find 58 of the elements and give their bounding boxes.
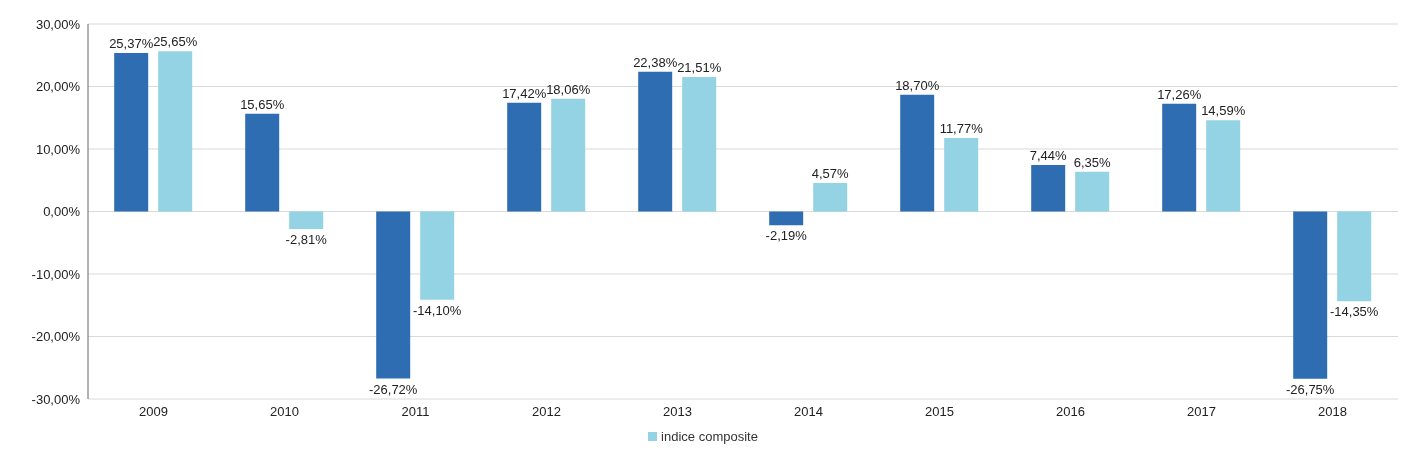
data-label: 14,59% (1201, 103, 1246, 119)
bar (1031, 165, 1066, 212)
x-tick-label: 2017 (1187, 404, 1216, 420)
x-tick-label: 2015 (925, 404, 954, 420)
y-tick-label: 10,00% (35, 141, 81, 157)
x-tick-label: 2012 (532, 404, 561, 420)
data-label: -14,10% (412, 302, 462, 318)
data-label: 4,57% (811, 165, 850, 181)
bar (1162, 103, 1197, 212)
y-tick-label: -20,00% (31, 329, 81, 345)
bar (1075, 171, 1110, 212)
data-label: 18,06% (546, 81, 591, 97)
y-tick-label: 20,00% (35, 79, 81, 95)
data-label: 18,70% (895, 77, 940, 93)
bar (638, 71, 673, 212)
y-tick-label: -30,00% (31, 391, 81, 407)
bar (944, 137, 979, 212)
data-label: 25,65% (153, 34, 198, 50)
data-label: -2,81% (285, 232, 328, 248)
bar (769, 211, 804, 226)
legend-label: indice composite (660, 429, 758, 444)
data-label: 21,51% (677, 60, 722, 76)
data-label: -14,35% (1329, 304, 1379, 320)
bar (245, 113, 280, 212)
bar (900, 94, 935, 212)
x-tick-label: 2013 (663, 404, 692, 420)
bar (1293, 211, 1328, 379)
y-tick-label: -10,00% (31, 266, 81, 282)
data-label: 17,26% (1157, 86, 1202, 102)
x-tick-label: 2016 (1056, 404, 1085, 420)
bar (376, 211, 411, 379)
bar (289, 211, 324, 230)
data-label: 11,77% (939, 120, 984, 136)
bar (813, 182, 848, 212)
bar (114, 52, 149, 212)
x-tick-label: 2011 (401, 404, 430, 420)
bar (1206, 120, 1241, 212)
y-tick-label: 30,00% (35, 16, 81, 32)
data-label: 22,38% (633, 54, 678, 70)
bar (507, 102, 542, 212)
data-label: 17,42% (502, 85, 547, 101)
x-tick-label: 2014 (794, 404, 823, 420)
data-label: 15,65% (240, 96, 285, 112)
data-label: 25,37% (109, 35, 154, 51)
data-label: 6,35% (1073, 154, 1112, 170)
data-label: -2,19% (765, 228, 808, 244)
y-tick-label: 0,00% (43, 204, 81, 220)
bar (420, 211, 455, 300)
bar (682, 77, 717, 212)
data-label: -26,72% (368, 381, 418, 397)
bar (551, 98, 586, 212)
x-tick-label: 2009 (139, 404, 168, 420)
bar (158, 51, 193, 212)
data-label: 7,44% (1029, 148, 1068, 163)
x-tick-label: 2018 (1318, 404, 1347, 420)
bar (1337, 211, 1372, 302)
x-tick-label: 2010 (270, 404, 299, 420)
data-label: -26,75% (1285, 381, 1335, 397)
